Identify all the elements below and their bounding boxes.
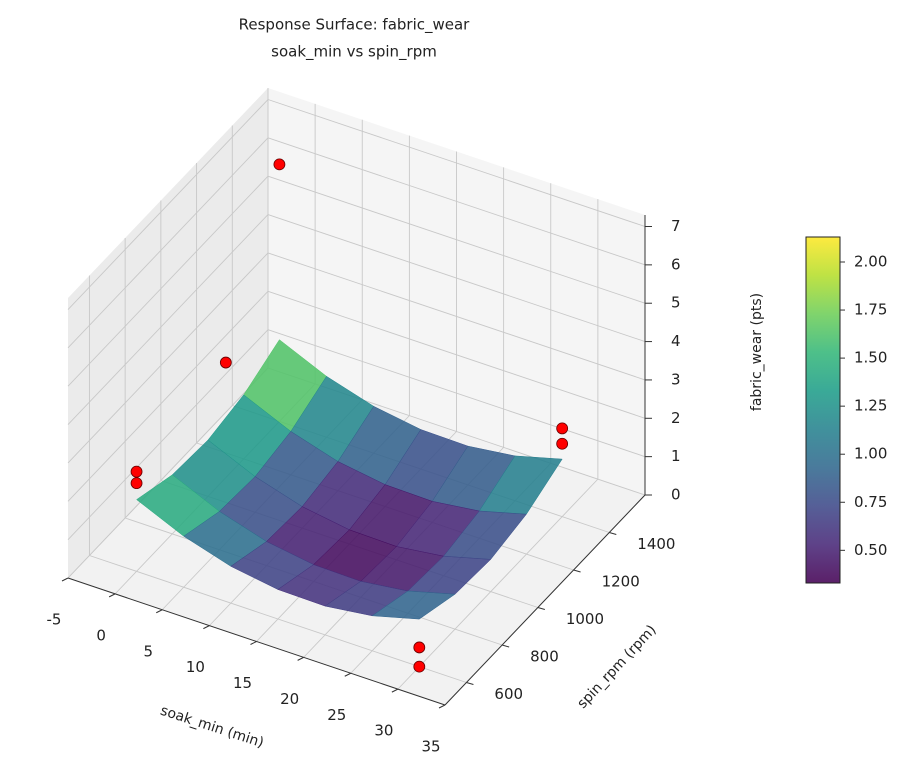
grid-line: [67, 137, 269, 349]
tick-mark: [573, 569, 581, 573]
x-tick-label: -5: [47, 611, 62, 629]
x-tick-label: 30: [374, 722, 393, 740]
y-tick-label: 1200: [602, 573, 640, 591]
x-axis-label: soak_min (min): [158, 703, 265, 752]
tick-mark: [344, 672, 351, 677]
data-point: [413, 641, 426, 654]
colorbar: [805, 236, 841, 584]
y-tick-label: 800: [530, 648, 559, 666]
z-tick-label: 7: [671, 217, 681, 235]
tick-mark: [438, 704, 446, 709]
data-point: [130, 477, 143, 490]
z-tick-label: 2: [671, 409, 681, 427]
x-tick-label: 20: [280, 690, 299, 708]
tick-mark: [108, 593, 116, 598]
colorbar-tick-label: 2.00: [854, 252, 887, 270]
data-point: [219, 356, 232, 369]
grid-line: [67, 175, 269, 387]
x-axis: [67, 577, 446, 706]
grid-line: [67, 329, 269, 540]
y-tick-label: 1000: [566, 610, 604, 628]
grid-line: [267, 137, 646, 266]
tick-mark: [537, 607, 545, 610]
tick-mark: [61, 577, 69, 582]
grid-line: [67, 367, 269, 579]
colorbar-tick-label: 1.50: [854, 349, 887, 367]
data-point: [556, 422, 569, 435]
grid-line: [67, 252, 269, 464]
x-tick-label: 35: [421, 738, 440, 756]
data-point: [413, 660, 426, 673]
tick-mark: [609, 532, 617, 535]
data-point: [130, 465, 143, 478]
y-axis: [444, 494, 646, 706]
grid-line: [67, 290, 269, 502]
grid-line: [267, 290, 646, 419]
colorbar-tick-label: 0.50: [854, 541, 887, 559]
tick-mark: [466, 682, 474, 685]
tick-mark: [203, 625, 210, 630]
grid-line: [67, 99, 269, 310]
tick-mark: [156, 609, 163, 614]
y-tick-label: 600: [494, 685, 523, 703]
grid-line: [267, 214, 646, 343]
left-pane: [68, 88, 268, 578]
z-axis-label: fabric_wear (pts): [749, 293, 765, 411]
x-tick-label: 0: [96, 626, 106, 644]
tick-mark: [502, 644, 510, 648]
colorbar-tick-label: 0.75: [854, 493, 887, 511]
grid-line: [267, 252, 646, 381]
y-tick-label: 1400: [637, 535, 675, 553]
grid-line: [67, 214, 269, 425]
z-tick-label: 1: [671, 447, 681, 465]
tick-mark: [391, 688, 399, 693]
z-tick-label: 4: [671, 332, 681, 350]
colorbar-tick-label: 1.75: [854, 301, 887, 319]
z-tick-label: 6: [671, 255, 681, 273]
grid-line: [89, 555, 467, 683]
surface-cell: [371, 590, 456, 620]
colorbar-tick-label: 1.00: [854, 445, 887, 463]
z-tick-label: 0: [671, 486, 681, 504]
chart-subtitle: soak_min vs spin_rpm: [271, 43, 437, 62]
grid-line: [267, 175, 646, 304]
data-point: [556, 437, 569, 450]
grid-line: [267, 329, 646, 458]
y-axis-label: spin_rpm (rpm): [574, 622, 659, 712]
chart-title: Response Surface: fabric_wear: [239, 16, 471, 35]
x-tick-label: 15: [233, 674, 252, 692]
tick-mark: [297, 656, 304, 661]
x-tick-label: 5: [143, 642, 153, 660]
x-tick-label: 10: [186, 658, 205, 676]
grid-line: [397, 478, 599, 690]
z-tick-label: 3: [671, 370, 681, 388]
grid-line: [267, 99, 646, 227]
colorbar-tick-label: 1.25: [854, 397, 887, 415]
z-tick-label: 5: [671, 294, 681, 312]
x-tick-label: 25: [327, 706, 346, 724]
tick-mark: [250, 641, 257, 645]
data-point: [273, 158, 286, 171]
